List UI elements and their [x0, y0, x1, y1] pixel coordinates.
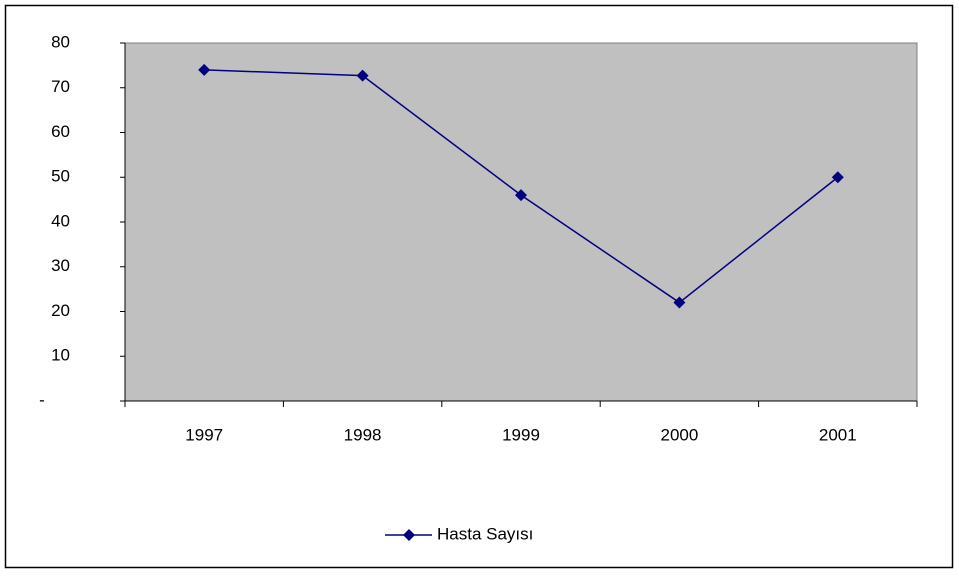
y-tick-label: 60: [51, 122, 70, 141]
legend-marker: [403, 529, 415, 541]
x-tick-label: 1999: [502, 425, 540, 444]
y-tick-label: -: [39, 390, 45, 409]
marker: [831, 171, 844, 184]
y-tick-label: 30: [51, 256, 70, 275]
legend-label: Hasta Sayısı: [437, 524, 533, 543]
y-tick-label: 40: [51, 211, 70, 230]
y-tick-label: 80: [51, 32, 70, 51]
y-tick-label: 10: [51, 346, 70, 365]
x-tick-label: 2000: [660, 425, 698, 444]
y-tick-label: 50: [51, 167, 70, 186]
x-tick-label: 1997: [185, 425, 223, 444]
x-tick-label: 2001: [819, 425, 857, 444]
marker: [673, 296, 686, 309]
y-tick-label: 70: [51, 77, 70, 96]
y-tick-label: 20: [51, 301, 70, 320]
marker: [356, 69, 369, 82]
plot-area: [124, 42, 918, 402]
marker: [515, 189, 527, 202]
marker: [198, 63, 211, 76]
x-tick-label: 1998: [344, 425, 382, 444]
